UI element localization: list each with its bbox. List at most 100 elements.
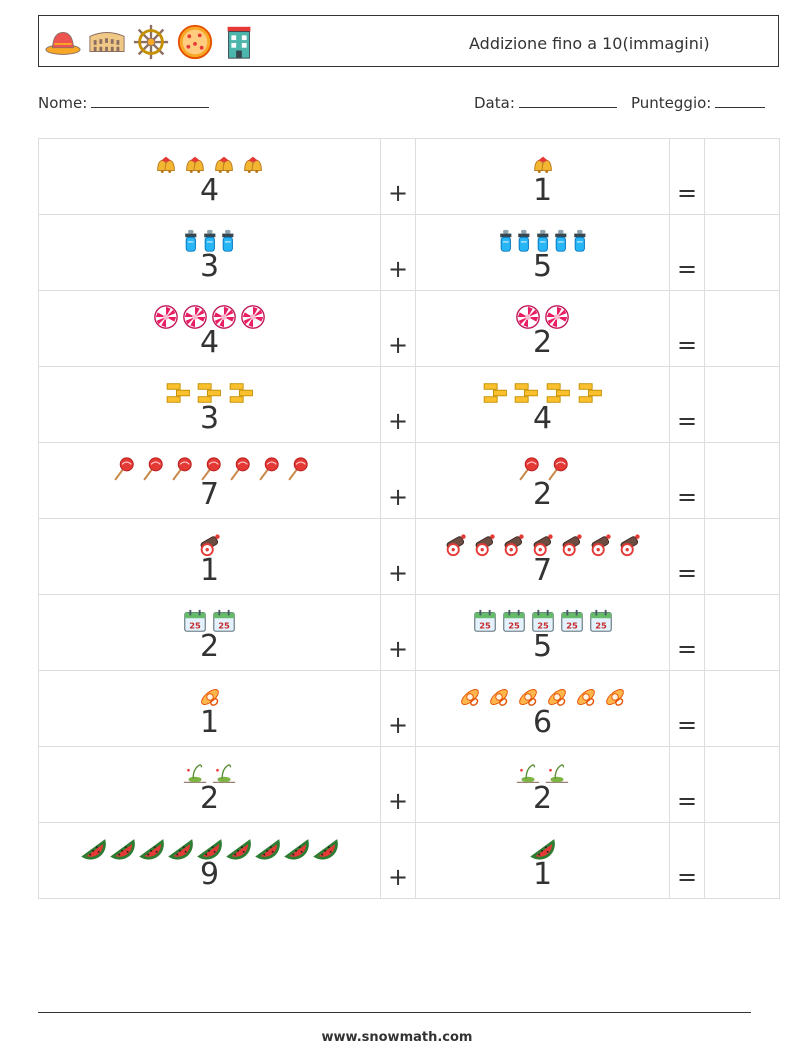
calendar-25-icon: 25 bbox=[472, 608, 498, 634]
right-operand-cell: 6 bbox=[415, 670, 670, 747]
answer-cell[interactable] bbox=[704, 518, 780, 595]
watermelon-icon bbox=[225, 836, 252, 862]
lollipop-icon bbox=[544, 456, 570, 482]
left-icon-group bbox=[39, 759, 380, 787]
problems-table: 4 + 1 = 3 + 5 = bbox=[38, 138, 780, 899]
answer-cell[interactable] bbox=[704, 214, 780, 291]
left-icon-group bbox=[39, 455, 380, 483]
right-operand-cell: 2 bbox=[415, 746, 670, 823]
bells-icon bbox=[211, 152, 237, 178]
calendar-25-icon: 25 bbox=[559, 608, 585, 634]
answer-cell[interactable] bbox=[704, 594, 780, 671]
right-operand-number: 1 bbox=[532, 857, 553, 892]
watermelon-icon bbox=[138, 836, 165, 862]
plus-sign: + bbox=[387, 559, 409, 587]
pacifier-icon bbox=[457, 684, 483, 710]
gold-bars-icon bbox=[227, 380, 256, 406]
left-operand-number: 7 bbox=[199, 477, 220, 512]
cannon-icon bbox=[501, 532, 527, 558]
right-operand-number: 1 bbox=[532, 173, 553, 208]
lollipop-icon bbox=[226, 456, 252, 482]
watermelon-icon bbox=[80, 836, 107, 862]
plus-cell: + bbox=[380, 214, 416, 291]
equals-cell: = bbox=[669, 442, 705, 519]
left-operand-cell: 25 25 2 bbox=[38, 594, 381, 671]
baby-bottle-icon bbox=[498, 228, 514, 254]
gold-bars-icon bbox=[576, 380, 605, 406]
score-label: Punteggio: bbox=[631, 94, 712, 112]
right-icon-group bbox=[416, 303, 669, 331]
right-icon-group bbox=[416, 759, 669, 787]
equals-sign: = bbox=[676, 863, 698, 891]
answer-cell[interactable] bbox=[704, 138, 780, 215]
left-icon-group bbox=[39, 227, 380, 255]
right-operand-cell: 2 bbox=[415, 442, 670, 519]
problem-row: 9 + 1 = bbox=[38, 822, 780, 899]
peppermint-candy-icon bbox=[515, 304, 541, 330]
plus-sign: + bbox=[387, 255, 409, 283]
watermelon-icon bbox=[167, 836, 194, 862]
sombrero-icon bbox=[43, 22, 83, 62]
colosseum-icon bbox=[87, 22, 127, 62]
answer-cell[interactable] bbox=[704, 670, 780, 747]
baby-bottle-icon bbox=[572, 228, 588, 254]
svg-text:25: 25 bbox=[595, 620, 607, 630]
plus-cell: + bbox=[380, 822, 416, 899]
cannon-icon bbox=[617, 532, 643, 558]
answer-cell[interactable] bbox=[704, 822, 780, 899]
equals-cell: = bbox=[669, 822, 705, 899]
plus-cell: + bbox=[380, 670, 416, 747]
gold-bars-icon bbox=[512, 380, 541, 406]
name-blank[interactable] bbox=[91, 93, 210, 108]
header-box: Addizione fino a 10(immagini) bbox=[38, 15, 779, 67]
right-operand-cell: 2 bbox=[415, 290, 670, 367]
cannon-icon bbox=[472, 532, 498, 558]
problem-row: 4 + 1 = bbox=[38, 138, 780, 215]
date-blank[interactable] bbox=[518, 93, 617, 108]
right-operand-number: 2 bbox=[532, 325, 553, 360]
answer-cell[interactable] bbox=[704, 290, 780, 367]
right-icon-group: 25 25 25 25 25 bbox=[416, 607, 669, 635]
plus-sign: + bbox=[387, 331, 409, 359]
answer-cell[interactable] bbox=[704, 366, 780, 443]
plus-sign: + bbox=[387, 483, 409, 511]
bells-icon bbox=[530, 152, 556, 178]
pacifier-icon bbox=[486, 684, 512, 710]
answer-cell[interactable] bbox=[704, 442, 780, 519]
problem-row: 2 + 2 = bbox=[38, 746, 780, 823]
left-operand-number: 4 bbox=[199, 173, 220, 208]
pizza-icon bbox=[175, 22, 215, 62]
right-icon-group bbox=[416, 379, 669, 407]
left-operand-cell: 1 bbox=[38, 518, 381, 595]
left-icon-group bbox=[39, 379, 380, 407]
pacifier-icon bbox=[515, 684, 541, 710]
equals-cell: = bbox=[669, 594, 705, 671]
bells-icon bbox=[182, 152, 208, 178]
right-icon-group bbox=[416, 683, 669, 711]
left-icon-group bbox=[39, 151, 380, 179]
sprout-icon bbox=[515, 760, 541, 786]
pacifier-icon bbox=[197, 684, 223, 710]
answer-cell[interactable] bbox=[704, 746, 780, 823]
left-icon-group bbox=[39, 683, 380, 711]
worksheet-title: Addizione fino a 10(immagini) bbox=[469, 34, 710, 53]
plus-cell: + bbox=[380, 442, 416, 519]
plus-sign: + bbox=[387, 179, 409, 207]
cannon-icon bbox=[197, 532, 223, 558]
equals-sign: = bbox=[676, 179, 698, 207]
left-operand-cell: 9 bbox=[38, 822, 381, 899]
score-blank[interactable] bbox=[715, 93, 766, 108]
equals-sign: = bbox=[676, 407, 698, 435]
plus-cell: + bbox=[380, 138, 416, 215]
cannon-icon bbox=[559, 532, 585, 558]
cannon-icon bbox=[443, 532, 469, 558]
problem-row: 25 25 2 + 25 25 25 25 25 5 = bbox=[38, 594, 780, 671]
calendar-25-icon: 25 bbox=[211, 608, 237, 634]
right-icon-group bbox=[416, 151, 669, 179]
svg-text:25: 25 bbox=[566, 620, 578, 630]
right-operand-number: 2 bbox=[532, 477, 553, 512]
problem-row: 1 + 6 = bbox=[38, 670, 780, 747]
bells-icon bbox=[153, 152, 179, 178]
baby-bottle-icon bbox=[183, 228, 199, 254]
cannon-icon bbox=[530, 532, 556, 558]
